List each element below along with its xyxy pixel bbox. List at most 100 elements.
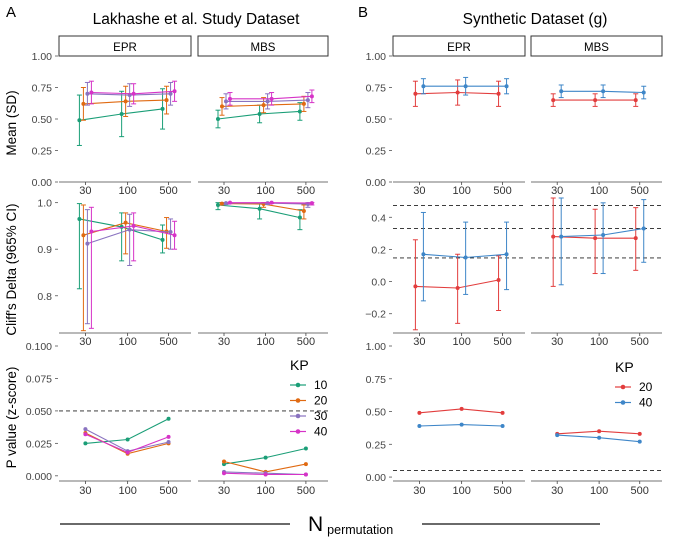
x-tick-label: 500 — [297, 336, 315, 348]
x-tick-label: 500 — [493, 336, 511, 348]
series-20 — [80, 85, 170, 121]
legend-title: KP — [615, 359, 634, 375]
legend-label: 10 — [314, 378, 328, 392]
chart-b-mean: 0.00 0.25 0.50 0.75 1.00 30 100 500 30 100 500 — [366, 51, 662, 197]
series-20 — [412, 79, 502, 107]
legend-label: 20 — [314, 394, 328, 408]
x-tick-label: 30 — [413, 336, 425, 348]
series-40 — [88, 80, 178, 105]
x-tick-label: 500 — [631, 336, 649, 348]
y-tick-label: 0.00 — [366, 472, 387, 484]
data-point — [597, 435, 602, 440]
x-tick-label: 100 — [256, 185, 274, 197]
y-axis-title: Mean (SD) — [4, 90, 19, 155]
x-tick-label: 30 — [218, 485, 230, 497]
data-point — [81, 101, 86, 106]
y-tick-label: 0.00 — [32, 177, 53, 189]
x-tick-label: 100 — [256, 485, 274, 497]
data-point — [559, 234, 564, 239]
data-point — [637, 439, 642, 444]
data-point — [413, 284, 418, 289]
facet-strip-b-mbs: MBS — [530, 35, 663, 57]
data-point — [216, 117, 220, 121]
facet-epr: 30 100 500 — [59, 203, 191, 348]
x-tick-label: 100 — [590, 485, 608, 497]
data-point — [83, 427, 88, 432]
y-tick-label: 0.0 — [371, 277, 386, 289]
data-point — [463, 84, 468, 89]
y-tick-label: 0.2 — [371, 244, 386, 256]
facet-strip-box — [197, 35, 329, 57]
series-40 — [420, 211, 510, 302]
data-point — [551, 234, 556, 239]
facet-epr: 30 100 500 — [393, 204, 525, 348]
facet-strip-a-epr: EPR — [58, 35, 192, 57]
x-tick-label: 30 — [218, 185, 230, 197]
data-point — [160, 106, 165, 111]
series-40 — [222, 471, 308, 477]
data-point — [263, 472, 268, 477]
y-tick-label: 0.25 — [366, 146, 387, 158]
series-40 — [420, 76, 510, 96]
y-tick-label: 1.0 — [37, 198, 52, 210]
y-tick-label: 0.075 — [26, 373, 52, 385]
series-30 — [223, 92, 311, 110]
x-title-backdrop — [290, 512, 422, 536]
data-point — [85, 241, 90, 246]
data-point — [125, 437, 130, 442]
data-point — [77, 118, 82, 123]
legend-swatch-dot — [295, 413, 301, 419]
legend-entry-40: 40 — [615, 396, 653, 410]
y-tick-label: 0.025 — [26, 438, 52, 450]
data-point — [85, 91, 90, 96]
series-40 — [558, 197, 647, 286]
data-point — [160, 237, 165, 242]
x-tick-label: 30 — [413, 185, 425, 197]
series-20 — [417, 406, 505, 415]
facet-epr: 30 100 500 — [59, 80, 191, 197]
data-point — [504, 252, 509, 257]
data-point — [123, 220, 128, 225]
series-10 — [215, 202, 303, 231]
data-point — [601, 232, 606, 237]
facet-strip-box — [530, 35, 663, 57]
series-40 — [227, 200, 315, 206]
legend-entry-20: 20 — [290, 394, 328, 408]
x-tick-label: 100 — [590, 185, 608, 197]
data-point — [305, 98, 310, 103]
panel-b-letter: B — [358, 4, 368, 21]
data-point — [559, 89, 564, 94]
facet-epr: 30 100 500 — [59, 410, 201, 497]
chart-a-pvalue: 0.000 0.025 0.050 0.075 0.100 P value (z-scor… — [4, 341, 328, 497]
x-tick-label: 100 — [452, 485, 470, 497]
data-point — [269, 96, 274, 101]
x-tick-label: 500 — [159, 336, 177, 348]
data-point — [459, 422, 464, 427]
x-tick-label: 30 — [218, 336, 230, 348]
y-tick-label: 0.75 — [366, 374, 387, 386]
y-tick-label: 0.50 — [366, 407, 387, 419]
y-axis-title: Cliff's Delta (965% CI) — [4, 203, 19, 335]
series-20 — [219, 95, 307, 116]
data-point — [261, 103, 266, 108]
data-point — [263, 455, 268, 460]
y-tick-label: 1.00 — [32, 51, 53, 63]
facet-strip-label: EPR — [447, 42, 471, 54]
data-point — [459, 406, 464, 411]
y-tick-label: 0.050 — [26, 406, 52, 418]
data-point — [303, 462, 308, 467]
y-tick-label: 0.100 — [26, 341, 52, 353]
series-20 — [555, 429, 642, 436]
facet-mbs: 30 100 500 — [531, 84, 662, 197]
x-tick-label: 30 — [413, 485, 425, 497]
data-point — [222, 471, 226, 476]
series-10 — [215, 102, 303, 129]
facet-mbs: 30 100 500 — [198, 200, 328, 348]
series-10 — [222, 446, 308, 467]
data-point — [309, 201, 314, 206]
data-point — [83, 441, 88, 446]
chart-b-pvalue: 0.00 0.25 0.50 0.75 1.00 30 100 500 30 100 500 KP 20… — [366, 341, 662, 497]
